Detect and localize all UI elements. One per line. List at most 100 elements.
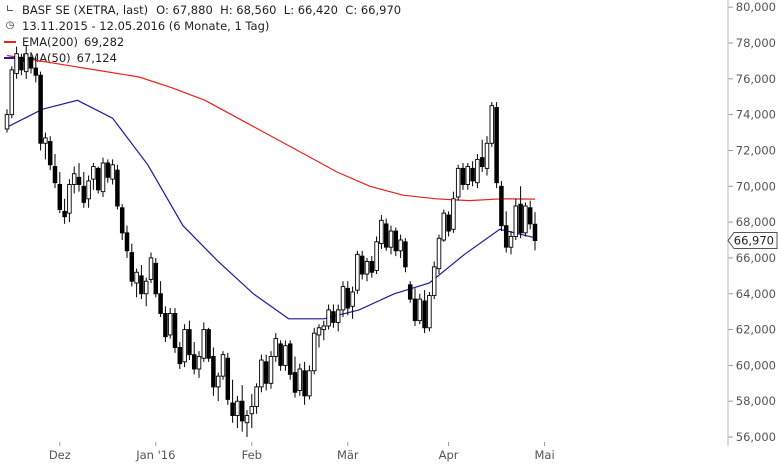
ema50-label: EMA(50) [22,51,71,65]
last-price-label: 66,970 [734,234,774,248]
last-price-badge: 66,970 [727,232,778,250]
candle-body-up [91,166,96,180]
candle-body-up [374,241,379,271]
candle-body-down [369,261,375,273]
y-tick-label: 72,000 [736,143,776,157]
candle-body-up [316,327,322,336]
candle-body-up [484,142,490,169]
candle-body-down [225,357,231,400]
ema50-line [6,99,536,320]
candle-body-down [503,225,509,248]
candle-body-up [307,370,312,397]
candle-body-up [9,69,15,116]
candle-body-down [177,347,183,365]
candle-body-up [455,167,461,198]
ema200-value: 69,282 [83,35,125,49]
candle-body-down [28,56,34,69]
candle-body-down [263,361,269,384]
ohlc-readout: O: 67,880 H: 68,560 L: 66,420 C: 66,970 [156,3,402,17]
candle-body-down [47,141,53,166]
candle-body-up [475,158,480,184]
candle-body-down [292,372,298,393]
y-tick-label: 78,000 [736,36,776,50]
candle-body-down [494,107,499,184]
x-tick-label: Dez [49,448,71,462]
candle-body-down [206,329,211,359]
candle-body-down [403,241,408,268]
candle-body-down [302,370,307,397]
candle-body-down [81,185,87,203]
candle-body-up [513,205,519,237]
candle-body-down [19,56,24,71]
candle-body-down [412,298,418,322]
candle-body-up [451,198,456,230]
candle-body-down [191,354,197,370]
y-tick-label: 80,000 [736,0,776,14]
candle-body-up [489,105,495,144]
candle-body-down [287,343,293,375]
candle-body-up [201,329,207,359]
candle-body-down [57,184,63,211]
candle-body-down [119,207,125,234]
candle-body-down [518,203,523,234]
candle-body-up [431,266,437,296]
candle-body-up [398,239,403,252]
candle-body-up [283,345,288,366]
candle-body-up [436,237,442,270]
candle-body-up [215,375,221,388]
candle-body-up [100,162,106,193]
y-tick-label: 64,000 [736,287,776,301]
candle-body-down [105,162,111,178]
candle-body-down [532,223,538,242]
candle-body-down [33,67,39,76]
candle-body-up [182,329,187,363]
candle-body-down [278,343,283,366]
candle-body-up [427,295,432,329]
candle-body-down [158,293,163,314]
candle-body-down [76,176,82,185]
last-price-badge-shape [727,232,778,250]
candle-body-down [422,300,427,329]
candle-body-down [345,287,351,309]
clock-icon: ◷ [5,20,15,31]
candle-body-down [62,210,67,218]
candle-body-up [508,235,514,248]
candle-body-up [86,180,91,200]
candle-body-down [359,255,365,275]
x-tick-label: Feb [242,448,262,462]
y-tick-label: 76,000 [736,72,776,86]
candle-body-down [139,275,144,295]
ema200-line [6,54,536,202]
candle-body-up [326,309,331,327]
candle-body-down [124,232,130,252]
candle-body-up [196,355,202,370]
candle-body-down [38,74,43,144]
candle-body-down [172,313,178,348]
candle-body-up [379,219,384,245]
candlestick-icon: ∟ [5,4,15,15]
candle-body-up [148,257,154,280]
instrument-title: BASF SE (XETRA, last) [22,3,149,17]
ema50-swatch [4,57,16,59]
candle-body-up [441,212,447,241]
candle-body-down [115,169,120,207]
candle-body-down [446,214,451,232]
candle-body-up [388,230,394,248]
candle-body-down [393,230,399,252]
candle-body-up [259,359,264,388]
candle-body-up [4,114,10,130]
y-tick-label: 58,000 [736,394,776,408]
y-tick-label: 66,000 [736,251,776,265]
candle-body-up [273,338,279,357]
candle-body-down [527,207,533,225]
candle-body-up [355,253,360,291]
ema50-value: 67,124 [76,51,117,65]
candle-body-up [465,166,471,185]
candle-body-up [23,53,29,73]
candle-body-down [163,313,168,338]
candle-body-up [43,137,48,144]
x-tick-label: Jan '16 [135,448,175,462]
date-range: 13.11.2015 - 12.05.2016 (6 Monate, 1 Tag… [22,19,270,33]
candle-body-up [71,173,77,185]
